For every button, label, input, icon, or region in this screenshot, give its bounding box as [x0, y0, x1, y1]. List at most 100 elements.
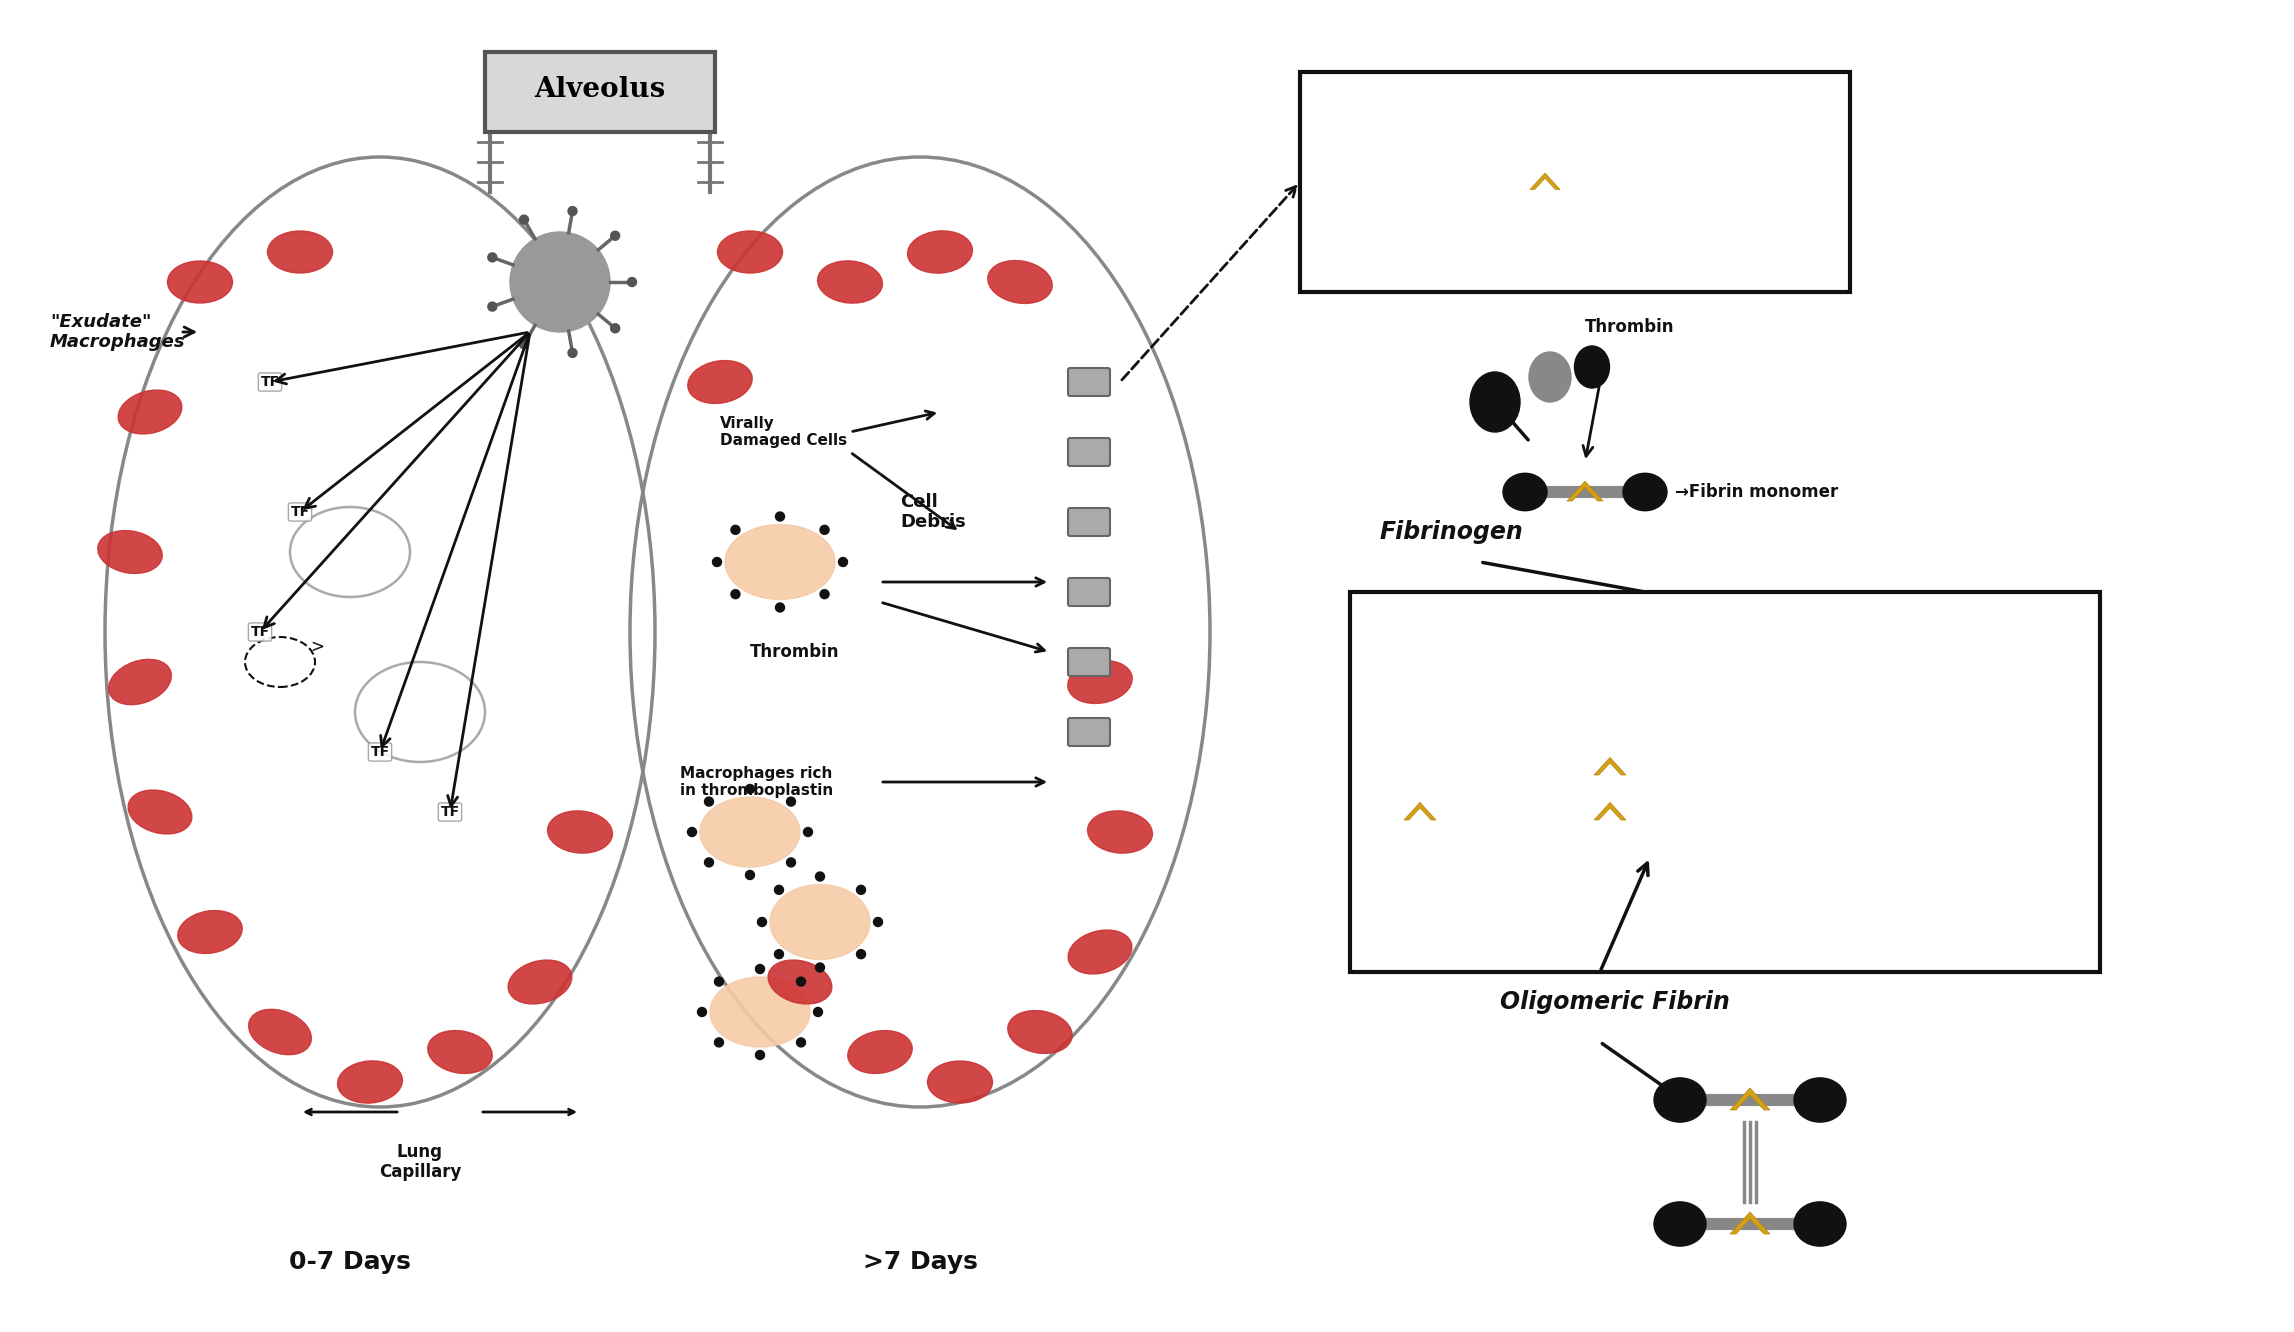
- Ellipse shape: [427, 1031, 493, 1074]
- Ellipse shape: [1007, 1011, 1071, 1054]
- Ellipse shape: [1654, 1201, 1707, 1247]
- Polygon shape: [1594, 802, 1626, 821]
- Ellipse shape: [908, 230, 973, 273]
- Ellipse shape: [849, 1031, 913, 1074]
- Ellipse shape: [1399, 170, 1427, 194]
- Ellipse shape: [1821, 843, 1854, 871]
- Ellipse shape: [1587, 170, 1617, 194]
- Ellipse shape: [1470, 372, 1521, 432]
- Ellipse shape: [1535, 843, 1569, 871]
- Ellipse shape: [1663, 151, 1691, 174]
- Ellipse shape: [1473, 151, 1503, 174]
- Ellipse shape: [1493, 151, 1521, 174]
- Circle shape: [814, 1007, 824, 1016]
- Ellipse shape: [1821, 798, 1854, 826]
- Ellipse shape: [1663, 190, 1691, 214]
- Circle shape: [755, 964, 764, 974]
- Polygon shape: [1594, 758, 1626, 775]
- Ellipse shape: [989, 261, 1053, 304]
- Circle shape: [569, 206, 578, 216]
- Ellipse shape: [268, 230, 333, 273]
- Ellipse shape: [1461, 753, 1493, 782]
- Ellipse shape: [1649, 843, 1684, 871]
- Circle shape: [787, 858, 796, 867]
- Ellipse shape: [725, 525, 835, 599]
- FancyBboxPatch shape: [1301, 72, 1849, 292]
- Text: "Exudate"
Macrophages: "Exudate" Macrophages: [50, 313, 186, 352]
- Ellipse shape: [1794, 1078, 1847, 1122]
- Ellipse shape: [768, 960, 833, 1004]
- Ellipse shape: [1746, 707, 1780, 737]
- Ellipse shape: [1365, 798, 1399, 826]
- Circle shape: [803, 827, 812, 836]
- Ellipse shape: [1461, 798, 1493, 826]
- Text: Oligomeric Fibrin: Oligomeric Fibrin: [1500, 990, 1730, 1014]
- Ellipse shape: [1631, 843, 1665, 871]
- Ellipse shape: [1569, 170, 1597, 194]
- Ellipse shape: [1746, 798, 1780, 826]
- Ellipse shape: [1569, 190, 1597, 214]
- Ellipse shape: [1649, 707, 1684, 737]
- Ellipse shape: [1759, 170, 1787, 194]
- FancyBboxPatch shape: [1349, 591, 2099, 972]
- Circle shape: [775, 511, 785, 521]
- Ellipse shape: [1684, 151, 1711, 174]
- Ellipse shape: [1663, 170, 1691, 194]
- Circle shape: [713, 978, 723, 986]
- Ellipse shape: [1441, 843, 1475, 871]
- Ellipse shape: [1725, 707, 1759, 737]
- Ellipse shape: [1461, 707, 1493, 737]
- Text: TF: TF: [291, 505, 310, 519]
- Ellipse shape: [179, 911, 243, 954]
- Ellipse shape: [1746, 753, 1780, 782]
- Ellipse shape: [1365, 843, 1399, 871]
- Circle shape: [732, 590, 741, 598]
- Ellipse shape: [1379, 190, 1406, 214]
- Text: →Fibrin monomer: →Fibrin monomer: [1675, 484, 1837, 501]
- Ellipse shape: [1631, 707, 1665, 737]
- Ellipse shape: [1441, 753, 1475, 782]
- Ellipse shape: [1821, 753, 1854, 782]
- FancyBboxPatch shape: [1069, 718, 1110, 746]
- Ellipse shape: [1399, 151, 1427, 174]
- Ellipse shape: [1759, 151, 1787, 174]
- Text: Virally
Damaged Cells: Virally Damaged Cells: [720, 416, 846, 448]
- Ellipse shape: [1087, 811, 1152, 852]
- Ellipse shape: [1746, 843, 1780, 871]
- Ellipse shape: [1493, 190, 1521, 214]
- Ellipse shape: [1303, 190, 1331, 214]
- Text: Thrombin: Thrombin: [750, 643, 840, 661]
- Ellipse shape: [1587, 190, 1617, 214]
- Ellipse shape: [248, 1010, 312, 1055]
- Ellipse shape: [1069, 930, 1131, 974]
- FancyBboxPatch shape: [484, 52, 716, 132]
- Circle shape: [787, 797, 796, 806]
- Circle shape: [569, 349, 578, 357]
- Circle shape: [874, 918, 883, 927]
- Ellipse shape: [337, 1060, 401, 1103]
- Circle shape: [819, 525, 828, 534]
- Ellipse shape: [1473, 170, 1503, 194]
- Circle shape: [775, 886, 785, 894]
- Ellipse shape: [1759, 190, 1787, 214]
- Circle shape: [746, 785, 755, 794]
- Circle shape: [796, 978, 805, 986]
- Ellipse shape: [1725, 798, 1759, 826]
- Text: Fibrinogen: Fibrinogen: [1381, 519, 1523, 543]
- Ellipse shape: [108, 659, 172, 705]
- Ellipse shape: [1503, 473, 1546, 510]
- Ellipse shape: [1631, 798, 1665, 826]
- Text: Cell
Debris: Cell Debris: [899, 493, 966, 531]
- Circle shape: [489, 302, 498, 312]
- Ellipse shape: [1555, 843, 1590, 871]
- FancyBboxPatch shape: [1069, 507, 1110, 535]
- Circle shape: [704, 797, 713, 806]
- Ellipse shape: [1622, 473, 1668, 510]
- Ellipse shape: [1399, 190, 1427, 214]
- Ellipse shape: [167, 261, 232, 302]
- Circle shape: [518, 340, 528, 349]
- Ellipse shape: [1067, 661, 1133, 703]
- Circle shape: [856, 886, 865, 894]
- Circle shape: [775, 603, 785, 611]
- Ellipse shape: [1303, 170, 1331, 194]
